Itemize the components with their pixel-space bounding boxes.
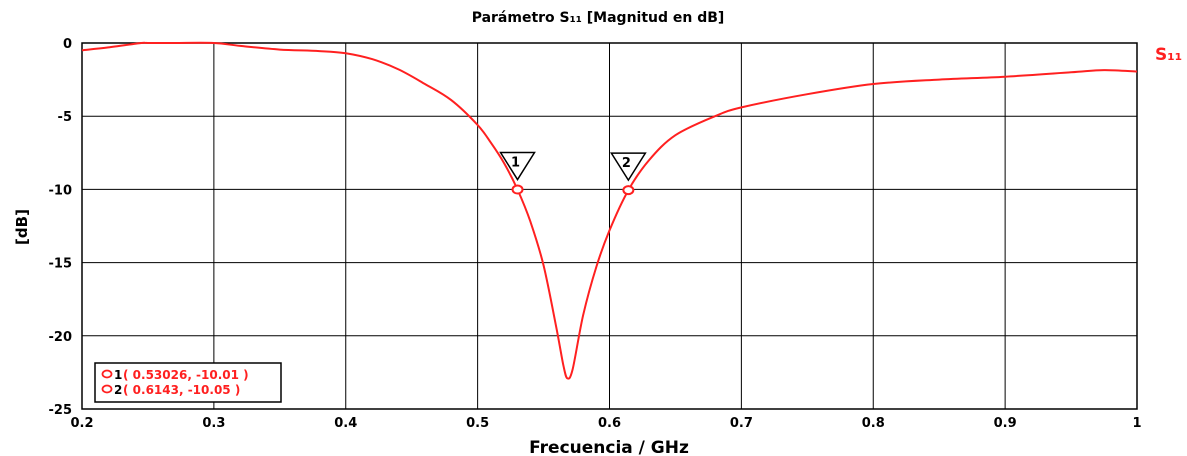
series-line-s11 [81, 41, 1138, 380]
legend-marker-id: 2 [114, 383, 122, 397]
chart-title: Parámetro S₁₁ [Magnitud en dB] [472, 10, 725, 26]
x-tick-label: 0.6 [598, 416, 621, 431]
y-tick-label: -20 [49, 330, 73, 345]
legend-box [94, 362, 282, 403]
legend-marker-label: ( 0.6143, -10.05 ) [123, 383, 240, 397]
plot-frame [81, 42, 1138, 410]
marker-flag-label-2: 2 [622, 156, 631, 171]
x-tick-labels: 0.2 0.3 0.4 0.5 0.6 0.7 0.8 0.9 1 [70, 416, 1141, 431]
x-tick-label: 0.3 [202, 416, 225, 431]
y-axis-label: [dB] [13, 209, 31, 245]
y-tick-label: -10 [49, 183, 73, 198]
x-tick-label: 0.7 [730, 416, 753, 431]
y-tick-label: -15 [49, 257, 73, 272]
series-layer [81, 41, 1138, 380]
marker-flag-1 [499, 151, 536, 181]
x-tick-label: 0.2 [70, 416, 93, 431]
x-axis-label: Frecuencia / GHz [529, 438, 689, 456]
legend-marker-id: 1 [114, 368, 122, 382]
x-tick-label: 1 [1132, 416, 1141, 431]
legend-marker-icon [101, 384, 113, 394]
marker-flag-2 [609, 152, 647, 182]
legend-marker-label: ( 0.53026, -10.01 ) [123, 368, 249, 382]
y-tick-label: -5 [58, 110, 72, 125]
x-tick-label: 0.9 [994, 416, 1017, 431]
legend-marker-icon [101, 369, 113, 379]
marker-legend: 1( 0.53026, -10.01 )2( 0.6143, -10.05 ) [94, 362, 282, 403]
marker-point-2 [622, 185, 635, 196]
y-tick-label: 0 [63, 37, 72, 52]
x-tick-label: 0.8 [862, 416, 885, 431]
x-tick-label: 0.4 [334, 416, 357, 431]
marker-point-1 [511, 184, 524, 195]
y-tick-labels: 0 -5 -10 -15 -20 -25 [49, 37, 73, 418]
y-tick-label: -25 [49, 403, 73, 418]
grid [82, 43, 1137, 409]
x-tick-label: 0.5 [466, 416, 489, 431]
marker-flag-label-1: 1 [511, 156, 520, 171]
series-label-s11: S₁₁ [1155, 45, 1182, 65]
